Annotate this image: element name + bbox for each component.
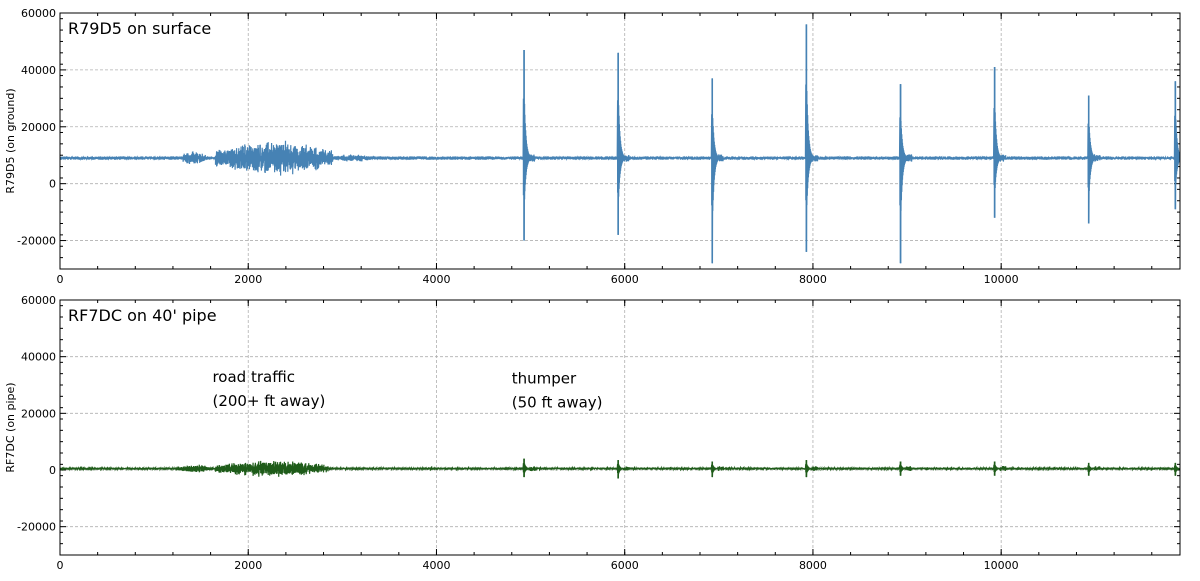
x-tick-label: 4000 — [422, 273, 450, 286]
y-tick-label: 0 — [49, 178, 56, 191]
series-line — [60, 458, 1180, 479]
x-tick-label: 2000 — [234, 273, 262, 286]
y-tick-label: -20000 — [17, 521, 56, 534]
series-line — [60, 24, 1180, 264]
x-tick-label: 10000 — [984, 273, 1019, 286]
x-tick-label: 6000 — [611, 559, 639, 572]
annotation-text: road traffic — [212, 368, 295, 386]
x-tick-label: 2000 — [234, 559, 262, 572]
x-tick-label: 10000 — [984, 559, 1019, 572]
annotation-text: (50 ft away) — [512, 394, 603, 412]
panel-title: R79D5 on surface — [68, 19, 211, 38]
panel-title: RF7DC on 40' pipe — [68, 306, 217, 325]
x-tick-label: 0 — [57, 559, 64, 572]
x-tick-label: 6000 — [611, 273, 639, 286]
x-tick-label: 0 — [57, 273, 64, 286]
x-tick-label: 8000 — [799, 559, 827, 572]
annotation-text: (200+ ft away) — [212, 392, 325, 410]
y-tick-label: 40000 — [21, 351, 56, 364]
y-tick-label: 20000 — [21, 407, 56, 420]
y-tick-label: 20000 — [21, 121, 56, 134]
x-tick-label: 8000 — [799, 273, 827, 286]
y-tick-label: 40000 — [21, 64, 56, 77]
annotation-text: thumper — [512, 370, 577, 388]
y-tick-label: 60000 — [21, 7, 56, 20]
x-tick-label: 4000 — [422, 559, 450, 572]
y-tick-label: 0 — [49, 464, 56, 477]
y-tick-label: -20000 — [17, 235, 56, 248]
chart-panel-1: 0 2000 4000 6000 8000 10000 -20000 0 20000 40000 6… — [4, 7, 1181, 286]
y-tick-label: 60000 — [21, 294, 56, 307]
plot-frame — [59, 12, 1181, 270]
y-axis-label: R79D5 (on ground) — [4, 88, 17, 193]
y-axis-label: RF7DC (on pipe) — [4, 382, 17, 472]
plot-frame — [59, 299, 1181, 556]
chart-panel-2: 0 2000 4000 6000 8000 10000 -20000 0 20000 40000 6… — [4, 294, 1181, 572]
